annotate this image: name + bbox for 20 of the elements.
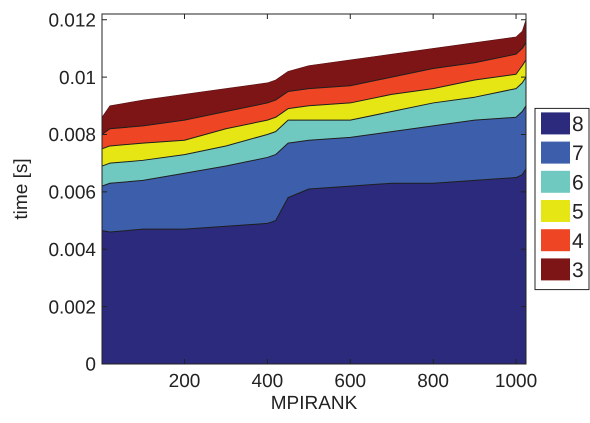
y-tick-label: 0	[85, 354, 96, 376]
x-tick-label: 400	[252, 371, 284, 392]
legend-label: 8	[572, 112, 584, 136]
y-tick-label: 0.01	[59, 68, 96, 89]
legend-label: 5	[572, 200, 584, 224]
y-tick-label: 0.002	[48, 297, 96, 318]
legend-label: 6	[572, 171, 584, 194]
y-tick-label: 0.006	[48, 182, 96, 204]
y-tick-label: 0.004	[48, 240, 96, 261]
legend-label: 3	[572, 258, 584, 282]
y-axis-title: time [s]	[11, 158, 32, 220]
x-tick-label: 800	[417, 371, 450, 392]
x-tick-label: 600	[334, 371, 366, 392]
legend-label: 4	[572, 230, 584, 253]
x-tick-label: 200	[168, 371, 200, 392]
legend-label: 7	[572, 142, 584, 166]
x-tick-label: 1000	[494, 371, 538, 392]
x-axis-title: MPIRANK	[270, 393, 358, 414]
y-tick-label: 0.012	[48, 10, 96, 32]
y-tick-label: 0.008	[48, 125, 96, 146]
